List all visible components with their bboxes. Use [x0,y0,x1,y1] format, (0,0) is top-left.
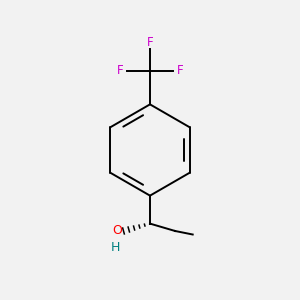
Text: F: F [117,64,124,77]
Text: F: F [147,36,153,49]
Text: H: H [111,241,121,254]
Text: O: O [112,224,122,238]
Text: F: F [176,64,183,77]
